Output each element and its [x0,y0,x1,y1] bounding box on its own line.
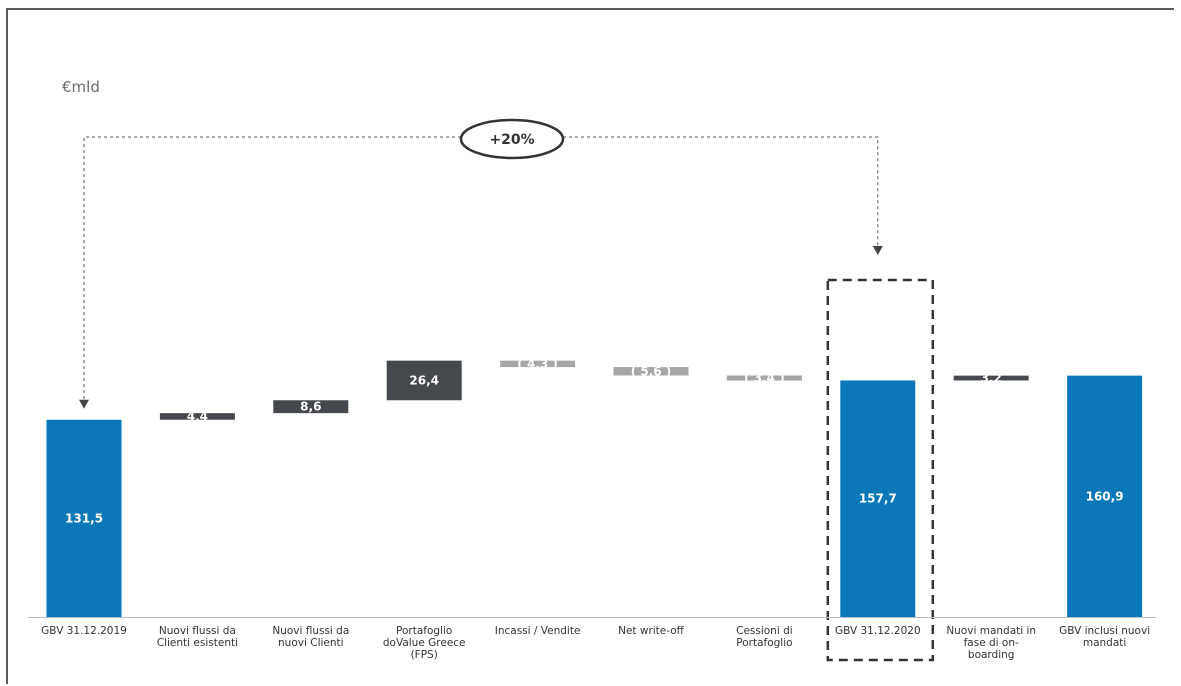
bar-label-8: 157,7 [859,492,897,506]
bar-4 [386,360,462,401]
bar-label-10: 160,9 [1086,489,1124,503]
category-label-10: GBV inclusi nuovi mandati [1059,625,1150,649]
bar-3 [273,400,349,414]
highlight-box [826,278,935,662]
bar-label-3: 8,6 [300,400,321,414]
category-label-2: Nuovi flussi da Clienti esistenti [157,625,238,649]
arrow-line-right [563,136,879,250]
bars-layer [46,278,1143,662]
category-label-3: Nuovi flussi da nuovi Clienti [272,625,349,649]
bar-label-5: ( 4,3 ) [517,357,558,371]
bar-6 [613,367,689,376]
bar-1 [46,419,122,617]
bar-label-4: 26,4 [409,373,439,387]
bar-label-7: ( 3,4 ) [744,371,785,385]
category-label-6: Net write-off [618,625,685,637]
category-label-5: Incassi / Vendite [495,625,581,637]
bar-9 [953,375,1029,381]
arrow-head-left [79,399,89,409]
arrow-head-right [872,246,883,255]
category-label-8: GBV 31.12.2020 [835,625,921,637]
bar-label-1: 131,5 [65,511,103,525]
bar-8 [840,380,916,617]
category-label-4: Portafoglio doValue Greece (FPS) [383,625,466,661]
bar-10 [1067,375,1143,617]
bar-7 [726,375,802,381]
category-label-7: Cessioni di Portafoglio [736,625,793,649]
x-axis: GBV 31.12.2019 Nuovi flussi da Clienti esi… [28,617,1156,661]
category-label-9: Nuovi mandati in fase di on-boarding [946,625,1036,661]
chart-frame [6,8,1174,684]
bar-label-9: 3,2 [981,371,1002,385]
arrow-line-left [83,136,461,402]
growth-label: +20% [489,132,534,148]
growth-annotation: +20% [79,118,883,409]
labels-layer: 131,5 4,4 8,6 26,4 ( 4,3 ) ( 5,6 ) ( 3,4 ) 157,… [65,357,1124,526]
growth-oval [459,118,565,160]
bar-2 [159,413,235,420]
bar-label-6: ( 5,6 ) [631,364,672,378]
category-label-1: GBV 31.12.2019 [41,625,127,637]
unit-label: €mld [62,78,100,96]
bar-label-2: 4,4 [187,409,208,423]
bar-5 [500,360,576,368]
